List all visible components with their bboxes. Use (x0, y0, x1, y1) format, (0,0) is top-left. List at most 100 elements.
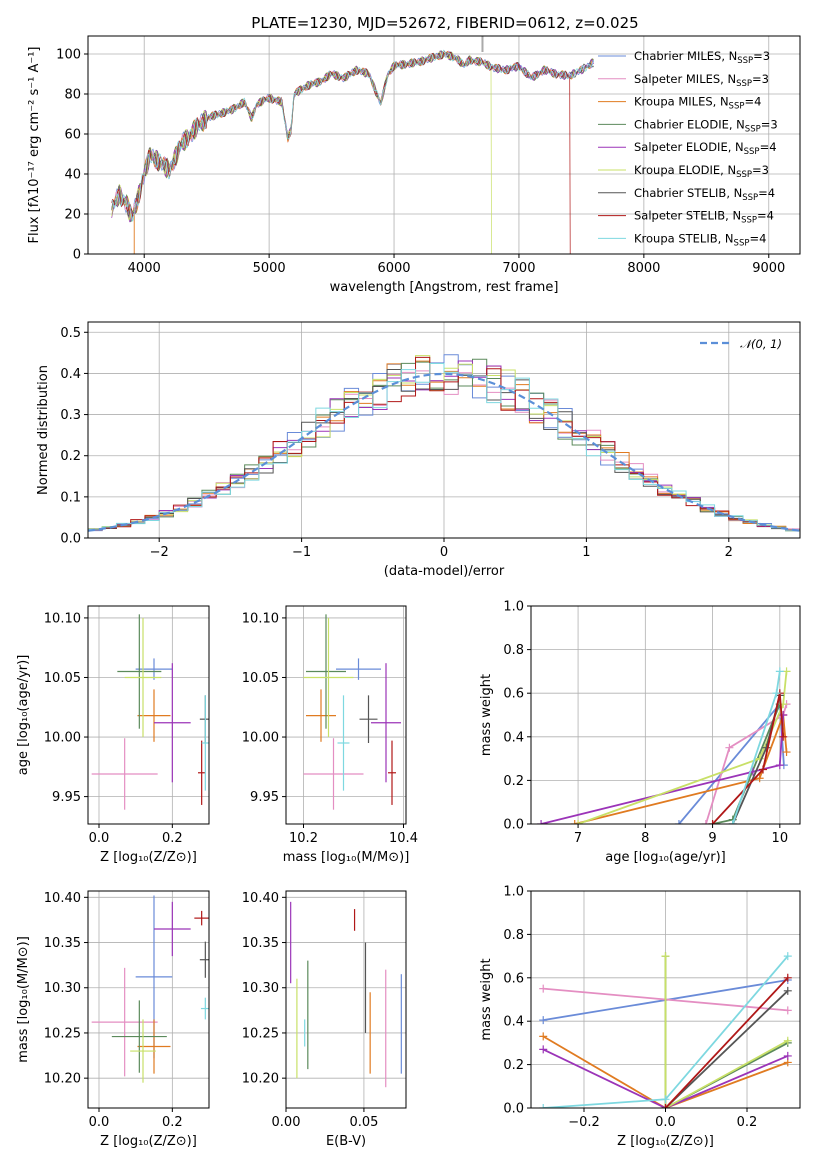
x-tick-label: 1 (582, 545, 590, 560)
weight-series-1 (705, 703, 788, 824)
weight-marker (674, 820, 683, 824)
y-tick-label: 10.40 (44, 891, 81, 906)
plot-area (91, 614, 209, 810)
y-tick-label: 10.40 (242, 891, 279, 906)
x-axis-label: wavelength [Angstrom, rest frame] (330, 280, 559, 295)
axes-frame (530, 605, 801, 825)
weight-marker (539, 1032, 548, 1041)
y-tick-label: 40 (64, 168, 81, 183)
chart-age_vs_mass: 10.2 10.4 9.95 10.00 10.05 10.10 mass [log₁₀(M… (242, 605, 418, 865)
y-tick-label: 0.4 (503, 730, 524, 745)
errorbar-point-1 (91, 967, 158, 1077)
y-tick-label: 0.0 (503, 1102, 524, 1117)
y-axis-label: mass weight (479, 958, 494, 1040)
weight-marker (661, 1104, 670, 1108)
y-tick-label: 20 (64, 208, 81, 223)
legend-entry: Chabrier ELODIE, NSSP=3 (634, 117, 778, 134)
weight-marker (537, 820, 546, 824)
legend-entry: Kroupa ELODIE, NSSP=3 (634, 163, 769, 180)
y-tick-label: 0.5 (60, 326, 81, 341)
normal-curve (88, 372, 800, 532)
chart-weight_vs_age: 7 8 9 10 0.0 0.2 0.4 0.6 0.8 1.0 age [log₁₀(age/yr… (479, 600, 801, 865)
weight-series-8 (731, 671, 781, 824)
plot-area (91, 895, 209, 1083)
weight-marker (782, 667, 791, 676)
weight-marker (539, 1104, 548, 1108)
errorbar-point-5 (124, 617, 162, 738)
weight-marker (539, 1045, 548, 1054)
errorbar-point-2 (306, 689, 336, 742)
weight-marker (755, 774, 764, 783)
grid (88, 891, 209, 1108)
weight-marker (782, 748, 791, 757)
errorbar-point-8 (200, 997, 209, 1020)
y-axis-label: Normed distribution (36, 365, 51, 495)
y-tick-label: 10.30 (242, 981, 279, 996)
weight-marker (772, 689, 781, 698)
plot-area (537, 667, 791, 824)
y-tick-label: 80 (64, 88, 81, 103)
x-tick-label: 9000 (752, 261, 785, 276)
errorbar-point-1 (91, 738, 158, 810)
histogram-series-8 (88, 363, 800, 538)
weight-marker (783, 973, 792, 982)
errorbar-point-0 (336, 658, 381, 680)
chart-mass_vs_ebv: 0.00 0.05 10.20 10.25 10.30 10.35 10.40 E(B-V) (242, 890, 407, 1149)
grid (285, 891, 406, 1108)
grid (286, 606, 406, 824)
y-tick-label: 10.10 (44, 611, 81, 626)
weight-marker (775, 761, 784, 770)
y-tick-label: 0.1 (60, 490, 81, 505)
errorbar-point-7 (194, 910, 209, 926)
y-tick-label: 10.00 (242, 731, 279, 746)
y-tick-label: 10.35 (242, 936, 279, 951)
errorbar-point-8 (201, 695, 209, 791)
chart-age_vs_Z: 0.0 0.2 9.95 10.00 10.05 10.10 Z [log₁₀(Z/Z⊙)]… (16, 605, 210, 865)
weight-marker (775, 667, 784, 676)
y-tick-label: 0.2 (503, 1058, 524, 1073)
x-tick-label: 10 (772, 831, 789, 846)
x-tick-label: 7000 (502, 261, 535, 276)
plot-area (303, 614, 401, 810)
x-tick-label: 6000 (377, 261, 410, 276)
x-tick-label: 0 (440, 545, 448, 560)
errorbar-point-4 (371, 663, 401, 783)
y-tick-label: 1.0 (503, 600, 524, 615)
spectrum-artifact (481, 36, 484, 52)
spectrum-series-7 (111, 50, 571, 254)
weight-series-6 (664, 990, 789, 1108)
y-tick-label: 0.8 (503, 928, 524, 943)
weight-marker (701, 820, 710, 824)
weight-marker (783, 1051, 792, 1060)
axes-frame (285, 890, 407, 1109)
y-tick-label: 10.30 (44, 981, 81, 996)
y-tick-label: 10.20 (242, 1072, 279, 1087)
y-tick-label: 10.25 (242, 1026, 279, 1041)
weight-series-4 (540, 714, 785, 824)
x-tick-label: 2 (725, 545, 733, 560)
weight-series-5 (664, 956, 789, 1108)
y-tick-label: 0.6 (503, 687, 524, 702)
x-tick-label: 0.0 (655, 1115, 676, 1130)
errorbar-point-8 (337, 695, 350, 791)
weight-series-0 (678, 701, 785, 824)
grid (531, 605, 800, 825)
y-tick-label: 10.05 (242, 671, 279, 686)
x-axis-label: (data-model)/error (384, 564, 505, 579)
chart-title: PLATE=1230, MJD=52672, FIBERID=0612, z=0… (251, 14, 638, 32)
errorbar-point-3 (306, 614, 346, 729)
legend: Chabrier MILES, NSSP=3 Salpeter MILES, NS… (598, 49, 778, 248)
weight-series-2 (542, 1035, 789, 1108)
y-tick-label: 10.20 (44, 1072, 81, 1087)
x-axis-label: E(B-V) (326, 1134, 366, 1149)
weight-series-7 (711, 693, 785, 824)
x-tick-label: 4000 (128, 261, 161, 276)
weight-marker (779, 732, 788, 741)
weight-marker (661, 1095, 670, 1104)
errorbar-point-4 (154, 663, 191, 783)
x-tick-label: 9 (708, 831, 716, 846)
weight-marker (661, 952, 670, 961)
y-tick-label: 0.4 (503, 1015, 524, 1030)
legend: 𝒩(0, 1) (700, 337, 782, 351)
chart-spectrum: 4000 5000 6000 7000 8000 9000 0 20 40 60 80 100 wave… (27, 14, 801, 295)
